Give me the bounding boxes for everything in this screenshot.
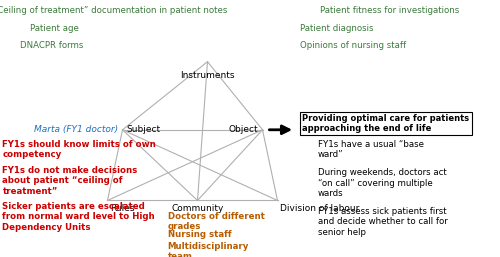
Text: FY1s do not make decisions
about patient “ceiling of
treatment”: FY1s do not make decisions about patient…: [2, 166, 138, 196]
Text: Object: Object: [229, 125, 258, 134]
Text: FY1s assess sick patients first
and decide whether to call for
senior help: FY1s assess sick patients first and deci…: [318, 207, 448, 237]
Text: Patient diagnosis: Patient diagnosis: [300, 24, 374, 33]
Text: Division of labour: Division of labour: [280, 204, 359, 213]
Text: Patient age: Patient age: [30, 24, 79, 33]
Text: Sicker patients are escalated
from normal ward level to High
Dependency Units: Sicker patients are escalated from norma…: [2, 202, 155, 232]
Text: FY1s have a usual “base
ward”: FY1s have a usual “base ward”: [318, 140, 424, 159]
Text: FY1s should know limits of own
competency: FY1s should know limits of own competenc…: [2, 140, 156, 159]
Text: Nursing staff: Nursing staff: [168, 230, 231, 239]
Text: Rules: Rules: [110, 204, 134, 213]
Text: Instruments: Instruments: [180, 71, 235, 80]
Text: During weekends, doctors act
“on call” covering multiple
wards: During weekends, doctors act “on call” c…: [318, 168, 446, 198]
Text: Doctors of different
grades: Doctors of different grades: [168, 212, 264, 231]
Text: Multidisciplinary
team: Multidisciplinary team: [168, 242, 249, 257]
Text: Community: Community: [172, 204, 224, 213]
Text: “Ceiling of treatment” documentation in patient notes: “Ceiling of treatment” documentation in …: [0, 6, 227, 15]
Text: Opinions of nursing staff: Opinions of nursing staff: [300, 41, 406, 50]
Text: Providing optimal care for patients
approaching the end of life: Providing optimal care for patients appr…: [302, 114, 470, 133]
Text: Marta (FY1 doctor): Marta (FY1 doctor): [34, 125, 118, 134]
Text: Patient fitness for investigations: Patient fitness for investigations: [320, 6, 459, 15]
Text: DNACPR forms: DNACPR forms: [20, 41, 84, 50]
Text: Subject: Subject: [126, 125, 160, 134]
